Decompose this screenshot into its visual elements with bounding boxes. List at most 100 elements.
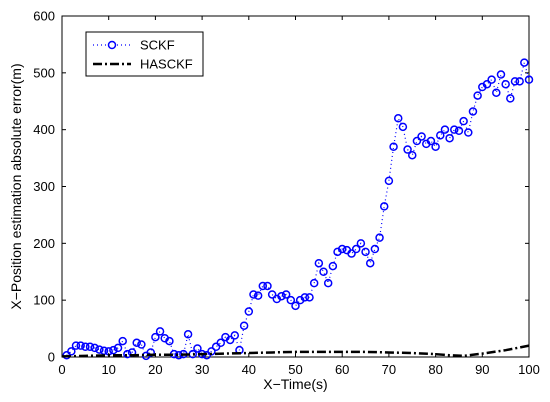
data-point-sckf: [328, 261, 338, 271]
data-point-sckf: [520, 58, 529, 67]
data-point-sckf: [118, 336, 127, 346]
x-tick-label: 50: [288, 362, 302, 377]
data-point-sckf: [337, 244, 347, 254]
y-tick-label: 600: [33, 9, 55, 24]
data-point-sckf: [286, 295, 296, 305]
data-point-sckf: [482, 79, 492, 89]
data-point-sckf: [267, 290, 277, 299]
data-point-sckf: [85, 342, 95, 352]
data-point-sckf: [473, 91, 482, 100]
data-point-sckf: [81, 342, 90, 352]
data-point-sckf: [277, 291, 286, 301]
data-point-sckf: [165, 336, 174, 346]
x-tick-label: 100: [518, 362, 540, 377]
data-point-sckf: [365, 258, 375, 268]
data-point-sckf: [496, 70, 506, 79]
x-tick-label: 60: [335, 362, 349, 377]
data-point-sckf: [95, 345, 104, 354]
data-point-sckf: [398, 122, 408, 132]
data-point-sckf: [155, 327, 165, 336]
data-point-sckf: [319, 267, 328, 276]
series-layer: [61, 58, 534, 361]
x-axis-label: X−Time(s): [263, 376, 327, 392]
data-point-sckf: [132, 338, 141, 348]
legend-sckf-marker-icon: [107, 40, 117, 50]
x-tick-label: 10: [101, 362, 115, 377]
y-tick-label: 500: [33, 65, 55, 80]
data-point-sckf: [426, 136, 436, 146]
data-point-sckf: [389, 142, 398, 151]
data-point-sckf: [375, 233, 384, 242]
data-point-sckf: [249, 290, 258, 299]
data-point-sckf: [225, 335, 235, 345]
x-tick-label: 90: [475, 362, 489, 377]
data-point-sckf: [258, 281, 268, 291]
data-point-sckf: [347, 249, 356, 258]
x-tick-label: 80: [428, 362, 442, 377]
legend-box: [85, 31, 204, 77]
data-point-sckf: [361, 247, 370, 257]
legend: SCKF HASCKF: [85, 31, 204, 77]
data-point-sckf: [501, 79, 510, 89]
data-point-sckf: [379, 202, 389, 211]
data-point-sckf: [440, 125, 450, 134]
data-point-sckf: [137, 340, 146, 349]
data-point-sckf: [403, 145, 412, 154]
legend-sckf-label: SCKF: [140, 38, 175, 53]
data-point-sckf: [239, 321, 249, 330]
x-tick-label: 20: [148, 362, 162, 377]
data-point-sckf: [370, 244, 380, 254]
series-sckf-line: [66, 60, 530, 357]
data-point-sckf: [524, 75, 534, 84]
data-point-sckf: [454, 126, 464, 136]
data-point-sckf: [506, 94, 515, 103]
data-point-sckf: [323, 278, 333, 288]
data-point-sckf: [305, 293, 314, 302]
data-point-sckf: [515, 77, 524, 86]
data-point-sckf: [412, 136, 422, 146]
data-point-sckf: [393, 114, 403, 123]
data-point-sckf: [417, 132, 426, 141]
data-point-sckf: [314, 258, 324, 268]
data-point-sckf: [468, 107, 478, 116]
data-point-sckf: [309, 278, 319, 288]
series-hasckf: [61, 344, 530, 358]
data-point-sckf: [244, 307, 254, 316]
y-axis-label: X−Position estimation absolute error(m): [8, 63, 24, 309]
x-tick-label: 40: [242, 362, 256, 377]
data-point-sckf: [464, 128, 473, 137]
data-point-sckf: [487, 75, 496, 84]
data-point-sckf: [510, 77, 520, 86]
data-point-sckf: [113, 343, 123, 353]
data-point-sckf: [281, 290, 291, 299]
y-tick-label: 0: [48, 350, 55, 365]
x-tick-label: 0: [58, 362, 65, 377]
data-point-sckf: [384, 176, 394, 186]
data-point-sckf: [151, 332, 160, 342]
data-point-sckf: [230, 331, 240, 340]
data-point-sckf: [216, 338, 226, 348]
data-point-sckf: [450, 125, 459, 134]
data-point-sckf: [459, 116, 468, 126]
data-point-sckf: [492, 88, 501, 97]
data-point-sckf: [300, 293, 310, 302]
axis-ticks: 0 10 20 30 40 50 60 70 80 90 100 0 100 200 300 400 500 60…: [33, 9, 540, 378]
data-point-sckf: [183, 330, 193, 339]
x-tick-label: 70: [382, 362, 396, 377]
x-tick-label: 30: [195, 362, 209, 377]
data-point-sckf: [263, 281, 272, 291]
data-point-sckf: [291, 301, 300, 311]
legend-hasckf-label: HASCKF: [140, 57, 193, 72]
data-point-sckf: [351, 244, 361, 254]
data-point-sckf: [431, 142, 440, 151]
data-point-sckf: [76, 341, 85, 350]
y-tick-label: 200: [33, 236, 55, 251]
series-hasckf-line: [61, 344, 530, 358]
data-point-sckf: [109, 345, 118, 355]
y-tick-label: 400: [33, 122, 55, 137]
data-point-sckf: [408, 150, 417, 160]
data-point-sckf: [193, 344, 202, 353]
y-tick-label: 100: [33, 293, 55, 308]
data-point-sckf: [436, 131, 445, 140]
series-sckf: [62, 58, 534, 361]
